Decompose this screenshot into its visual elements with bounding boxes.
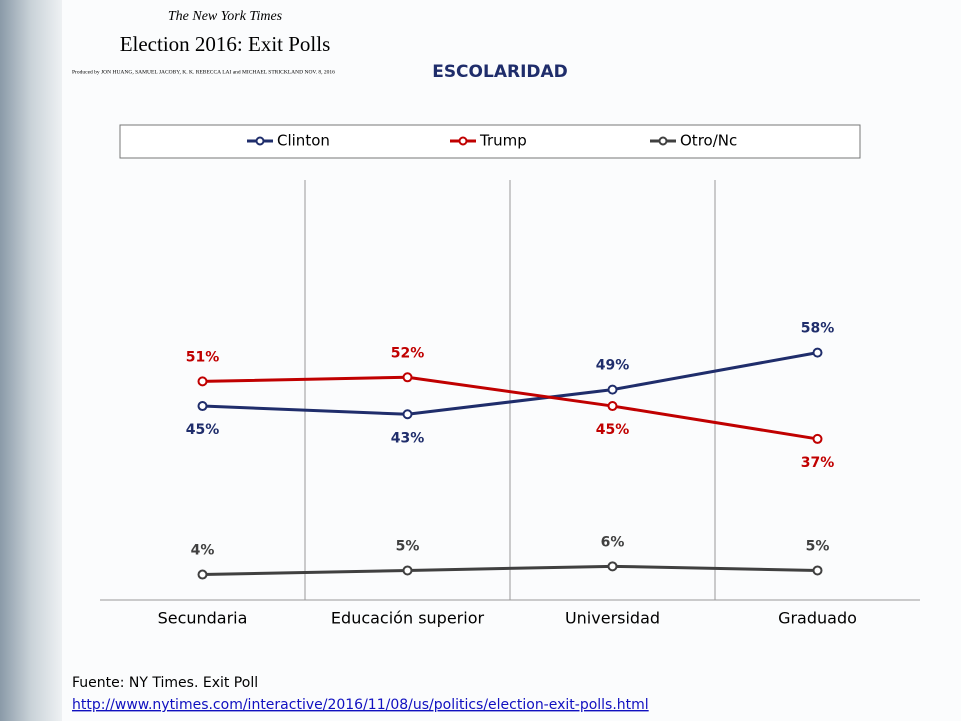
source: Fuente: NY Times. Exit Poll (72, 675, 258, 691)
chart-title: ESCOLARIDAD (432, 62, 568, 82)
marker (197, 401, 208, 412)
value-label: 4% (191, 543, 215, 559)
value-label: 6% (601, 534, 625, 550)
value-label: 45% (596, 422, 630, 438)
legend-marker (658, 136, 668, 146)
value-label: 58% (801, 321, 835, 337)
series-line (202, 375, 818, 441)
legend-label: Otro/Nc (680, 132, 737, 150)
legend-label: Clinton (277, 132, 330, 150)
headline: Election 2016: Exit Polls (120, 32, 331, 56)
credits: Produced by JON HUANG, SAMUEL JACOBY, K.… (72, 69, 335, 75)
value-label: 5% (396, 538, 420, 554)
legend (119, 124, 861, 159)
marker (812, 433, 823, 444)
marker (402, 372, 413, 383)
value-label: 52% (391, 345, 425, 361)
value-label: 51% (186, 349, 220, 365)
decor-strip (0, 0, 62, 721)
x-tick-label: Educación superior (331, 609, 485, 628)
legend-marker (255, 136, 265, 146)
value-label: 43% (391, 430, 425, 446)
marker (812, 347, 823, 358)
marker (197, 569, 208, 580)
legend-label: Trump (479, 132, 527, 150)
value-label: 45% (186, 422, 220, 438)
value-label: 37% (801, 455, 835, 471)
x-tick-label: Secundaria (158, 609, 248, 628)
publisher: The New York Times (168, 9, 283, 24)
x-tick-label: Universidad (565, 609, 660, 628)
x-tick-label: Graduado (778, 609, 857, 628)
marker (197, 376, 208, 387)
source-link[interactable]: http://www.nytimes.com/interactive/2016/… (72, 697, 649, 713)
value-label: 5% (806, 538, 830, 554)
marker (607, 401, 618, 412)
marker (607, 384, 618, 395)
marker (402, 409, 413, 420)
marker (402, 565, 413, 576)
series-line (202, 564, 818, 577)
value-label: 49% (596, 358, 630, 374)
marker (607, 561, 618, 572)
marker (812, 565, 823, 576)
legend-marker (458, 136, 468, 146)
series-line (202, 351, 818, 416)
